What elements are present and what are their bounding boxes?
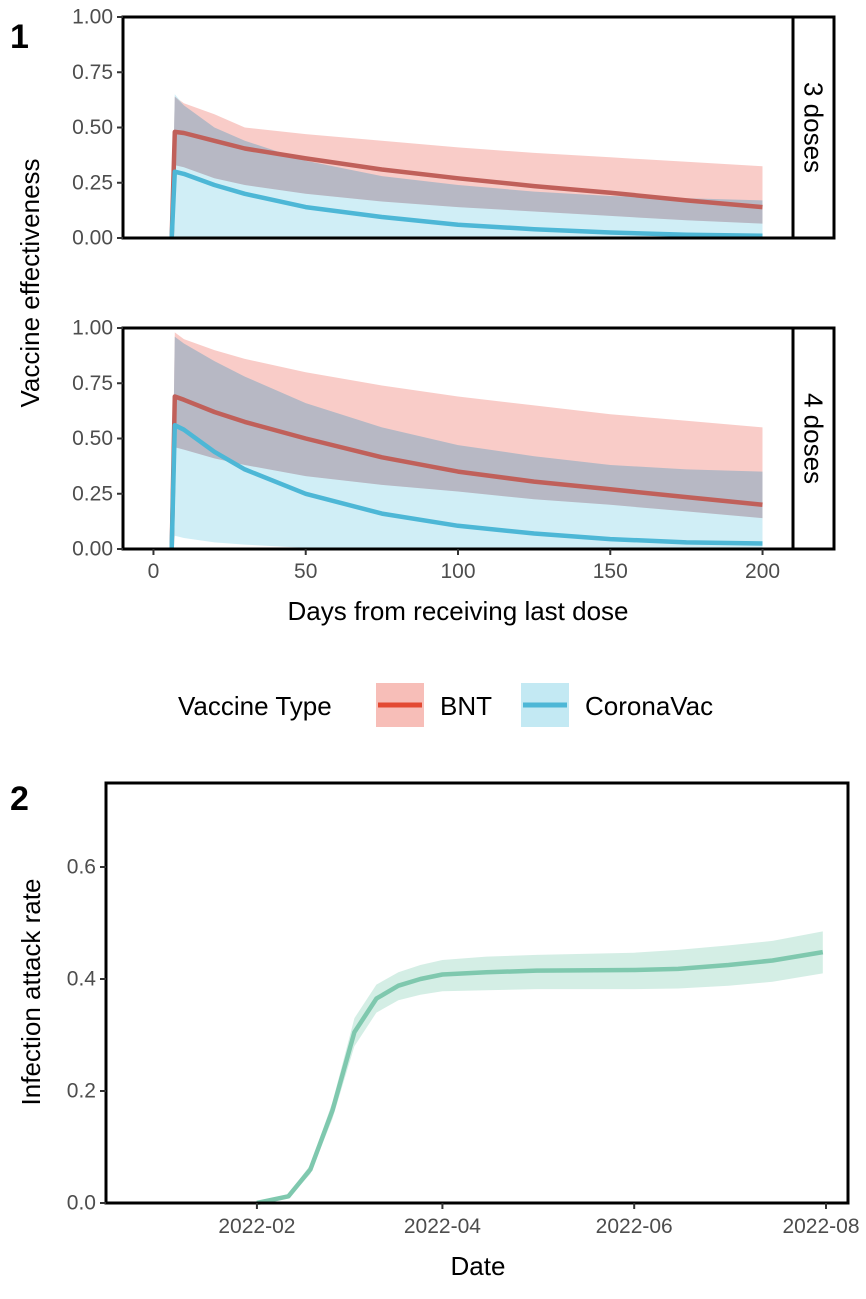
panel-label-2: 2 (10, 780, 29, 818)
y-tick-label: 0.25 (72, 482, 113, 505)
ci-band-attack-rate (256, 931, 823, 1203)
x-tick-label: 150 (593, 560, 628, 583)
ci-band-overlap-3-doses (171, 96, 763, 238)
facet-plot-area (169, 332, 763, 549)
facet-strip-label: 3 doses (799, 82, 829, 173)
panel-1: 1 Vaccine effectiveness 3 doses 0.00 0.25 0… (10, 6, 836, 626)
facet-4-doses: 4 doses 0.00 0.25 0.50 0.75 1.00 (72, 317, 836, 561)
y-tick-label: 0.50 (72, 116, 113, 139)
facet-plot-area (169, 94, 763, 238)
attack-rate-plot: 0.0 0.2 0.4 0.6 2022-02 2022-04 2022-06 2022-08 (67, 781, 860, 1238)
x-axis-title-days: Days from receiving last dose (287, 596, 628, 626)
y-tick-label: 0.25 (72, 171, 113, 194)
x-tick-label: 100 (440, 560, 475, 583)
y-axis-title-effectiveness: Vaccine effectiveness (15, 158, 45, 407)
facet-strip (791, 326, 836, 551)
y-tick-label: 0.00 (72, 538, 113, 561)
x-tick-label: 2022-06 (596, 1215, 673, 1238)
ci-band-overlap-4-doses (171, 336, 763, 549)
x-tick-label: 0 (148, 560, 160, 583)
line-coronavac-4-doses (169, 422, 763, 549)
y-tick-label: 1.00 (72, 317, 113, 340)
x-tick-label: 2022-02 (218, 1215, 295, 1238)
facet-3-doses: 3 doses 0.00 0.25 0.50 0.75 1.00 (72, 6, 836, 250)
legend-entry-bnt: BNT (440, 691, 492, 721)
legend: Vaccine Type BNT CoronaVac (178, 683, 713, 727)
y-tick-label: 0.4 (67, 968, 97, 991)
y-tick-label: 0.0 (67, 1192, 96, 1215)
legend-title: Vaccine Type (178, 691, 332, 721)
facet-strip-label: 4 doses (799, 393, 829, 484)
y-axis-title-attack-rate: Infection attack rate (16, 879, 46, 1106)
y-tick-label: 0.75 (72, 61, 113, 84)
ci-band-coronavac-3-doses (171, 94, 763, 238)
line-bnt-4-doses (169, 394, 763, 549)
y-tick-label: 0.50 (72, 427, 113, 450)
legend-entry-coronavac: CoronaVac (585, 691, 713, 721)
facet-strip (791, 15, 836, 240)
line-attack-rate (256, 949, 824, 1206)
plot-border (104, 781, 850, 1205)
y-tick-label: 0.75 (72, 372, 113, 395)
x-tick-label: 50 (294, 560, 317, 583)
x-tick-label: 2022-08 (782, 1215, 859, 1238)
y-tick-label: 0.00 (72, 227, 113, 250)
x-axis-title-date: Date (451, 1251, 506, 1281)
x-tick-label: 200 (745, 560, 780, 583)
x-tick-label: 2022-04 (404, 1215, 481, 1238)
y-tick-label: 0.6 (67, 856, 96, 879)
panel-2: 2 Infection attack rate 0.0 0.2 0.4 0.6 2022… (10, 780, 860, 1281)
x-axis-vaccine: 0 50 100 150 200 (148, 549, 780, 583)
line-bnt-3-doses (169, 129, 763, 238)
line-coronavac-3-doses (169, 169, 763, 238)
y-tick-label: 1.00 (72, 6, 113, 29)
y-tick-label: 0.2 (67, 1080, 96, 1103)
panel-label-1: 1 (10, 18, 29, 56)
